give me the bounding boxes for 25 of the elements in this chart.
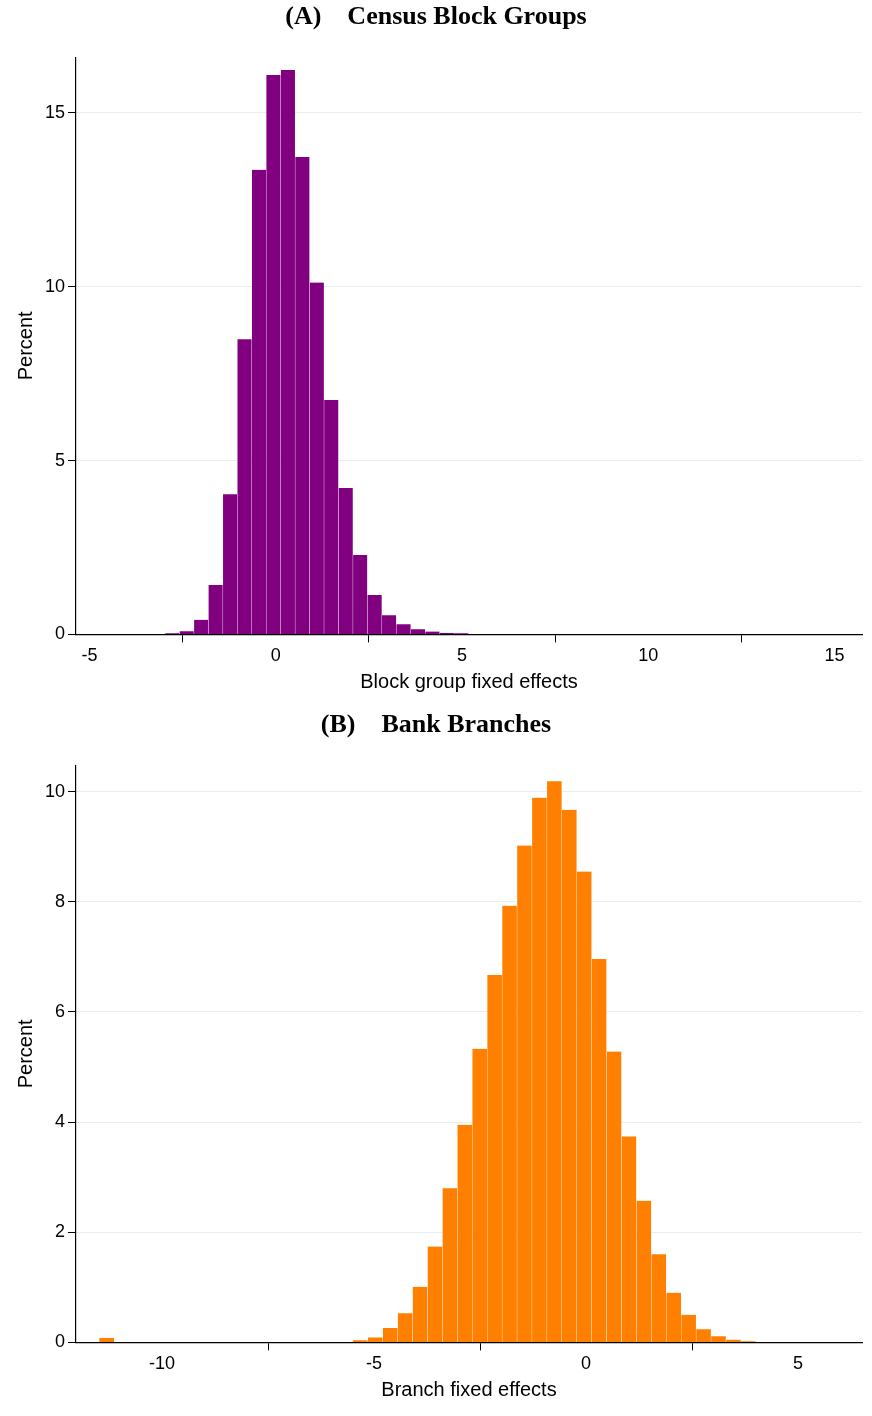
y-tick-label: 10 xyxy=(44,275,66,296)
y-tick-label: 10 xyxy=(44,780,66,801)
y-tick-label: 8 xyxy=(55,890,66,911)
chart-title: (A) Census Block Groups xyxy=(285,1,587,31)
x-tick-label: -10 xyxy=(149,1353,176,1374)
x-tick-label: 15 xyxy=(824,645,845,666)
x-tick-label: 0 xyxy=(270,645,281,666)
y-tick-label: 0 xyxy=(55,1331,66,1352)
x-axis-title: Branch fixed effects xyxy=(381,1377,557,1400)
chart-title: (B) Bank Branches xyxy=(320,709,552,739)
y-tick-label: 5 xyxy=(55,449,66,470)
y-tick-label: 4 xyxy=(55,1111,66,1132)
y-tick-label: 15 xyxy=(44,101,66,122)
x-tick-label: 10 xyxy=(638,645,659,666)
x-tick-label: 0 xyxy=(581,1353,592,1374)
y-tick-label: 2 xyxy=(55,1221,66,1242)
x-tick-label: -5 xyxy=(81,645,98,666)
y-axis-title: Percent xyxy=(13,310,36,381)
y-tick-label: 6 xyxy=(55,1000,66,1021)
x-tick-label: 5 xyxy=(792,1353,803,1374)
y-tick-label: 0 xyxy=(55,623,66,644)
y-axis-title: Percent xyxy=(13,1018,36,1089)
x-axis-title: Block group fixed effects xyxy=(360,669,578,692)
x-tick-label: 5 xyxy=(456,645,467,666)
x-tick-label: -5 xyxy=(366,1353,383,1374)
